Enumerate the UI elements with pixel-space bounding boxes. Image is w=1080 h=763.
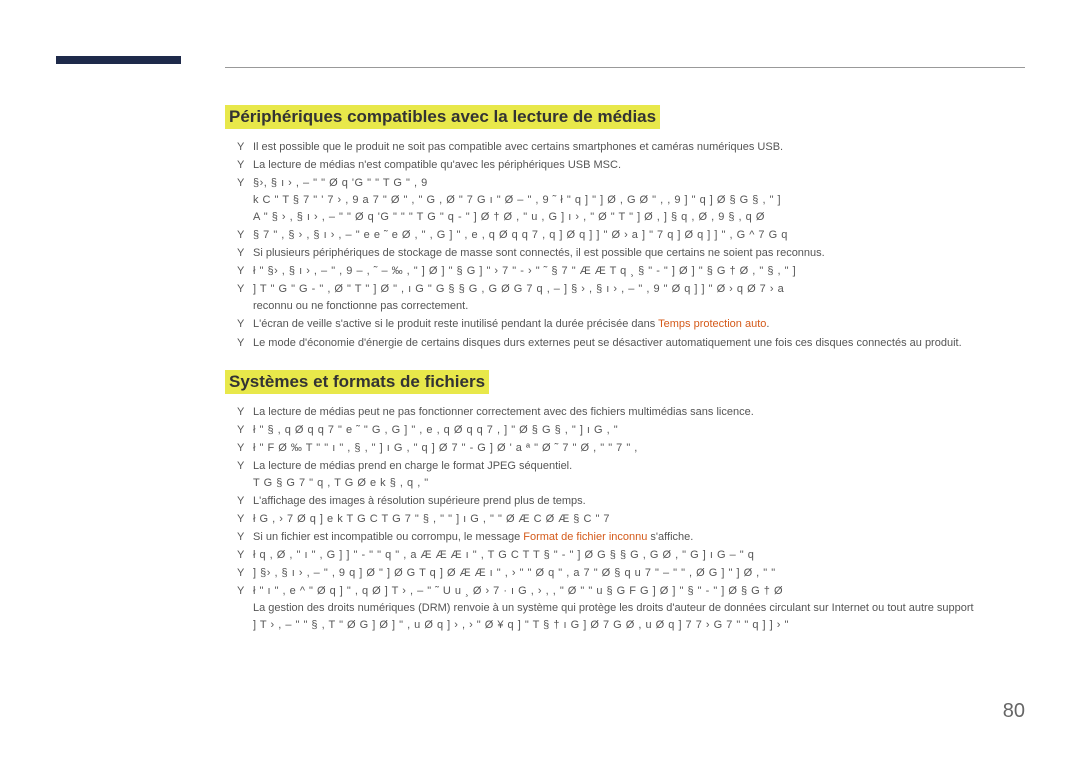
orange-text: Temps protection auto <box>658 318 766 330</box>
page-content: Périphériques compatibles avec la lectur… <box>225 105 1025 635</box>
list-item: L'affichage des images à résolution supé… <box>225 493 1025 510</box>
list-item: Si un fichier est incompatible ou corrom… <box>225 529 1025 546</box>
list-item: ł q , Ø , " ı " , G ] ] " - " " q " , a … <box>225 547 1025 564</box>
sub-line: La gestion des droits numériques (DRM) r… <box>253 600 1025 617</box>
section-peripherals: Périphériques compatibles avec la lectur… <box>225 105 1025 352</box>
list-item: Il est possible que le produit ne soit p… <box>225 139 1025 156</box>
list-item: ł G , › 7 Ø q ] e k T G C T G 7 " § , " … <box>225 511 1025 528</box>
list-item: La lecture de médias peut ne pas fonctio… <box>225 404 1025 421</box>
list-item: § 7 " , § › , § ı › , – " e e ˜ e Ø , " … <box>225 227 1025 244</box>
section-heading-1: Périphériques compatibles avec la lectur… <box>225 105 660 129</box>
list-item: Si plusieurs périphériques de stockage d… <box>225 245 1025 262</box>
sub-line: T G § G 7 " q , T G Ø e k § , q , " <box>253 475 1025 492</box>
top-accent-bar <box>56 56 181 64</box>
list-item: ł " § , q Ø q q 7 " e ˜ " G , G ] " , e … <box>225 422 1025 439</box>
list-item: La lecture de médias prend en charge le … <box>225 458 1025 492</box>
section-filesystems: Systèmes et formats de fichiers La lectu… <box>225 370 1025 635</box>
list-item: ] T " G " G - " , Ø " T " ] Ø " , ı G " … <box>225 281 1025 315</box>
page-number: 80 <box>1003 700 1025 723</box>
sub-line: ] T › , – " " § , T " Ø G ] Ø ] " , u Ø … <box>253 617 1025 634</box>
list-item: ł " §› , § ı › , – " , 9 – , ˜ – ‰ , " ]… <box>225 263 1025 280</box>
list-item: L'écran de veille s'active si le produit… <box>225 316 1025 333</box>
bullet-list-1: Il est possible que le produit ne soit p… <box>225 139 1025 352</box>
section-heading-2: Systèmes et formats de fichiers <box>225 370 489 394</box>
sub-line: k C " T § 7 " ' 7 › , 9 a 7 " Ø " , " G … <box>253 192 1025 209</box>
sub-line: A " § › , § ı › , – " " Ø q 'G " " " T G… <box>253 209 1025 226</box>
list-item: Le mode d'économie d'énergie de certains… <box>225 335 1025 352</box>
list-item: ł " F Ø ‰ T " " ı " , § , " ] ı G , " q … <box>225 440 1025 457</box>
orange-text: Format de fichier inconnu <box>523 531 647 543</box>
bullet-list-2: La lecture de médias peut ne pas fonctio… <box>225 404 1025 635</box>
list-item: §›, § ı › , – " " Ø q 'G " " T G " , 9 k… <box>225 175 1025 226</box>
list-item: ł " ı " , e ^ " Ø q ] " , q Ø ] T › , – … <box>225 583 1025 634</box>
list-item: ] §› , § ı › , – " , 9 q ] Ø " ] Ø G T q… <box>225 565 1025 582</box>
horizontal-rule <box>225 67 1025 68</box>
list-item: La lecture de médias n'est compatible qu… <box>225 157 1025 174</box>
sub-line: reconnu ou ne fonctionne pas correctemen… <box>253 298 1025 315</box>
